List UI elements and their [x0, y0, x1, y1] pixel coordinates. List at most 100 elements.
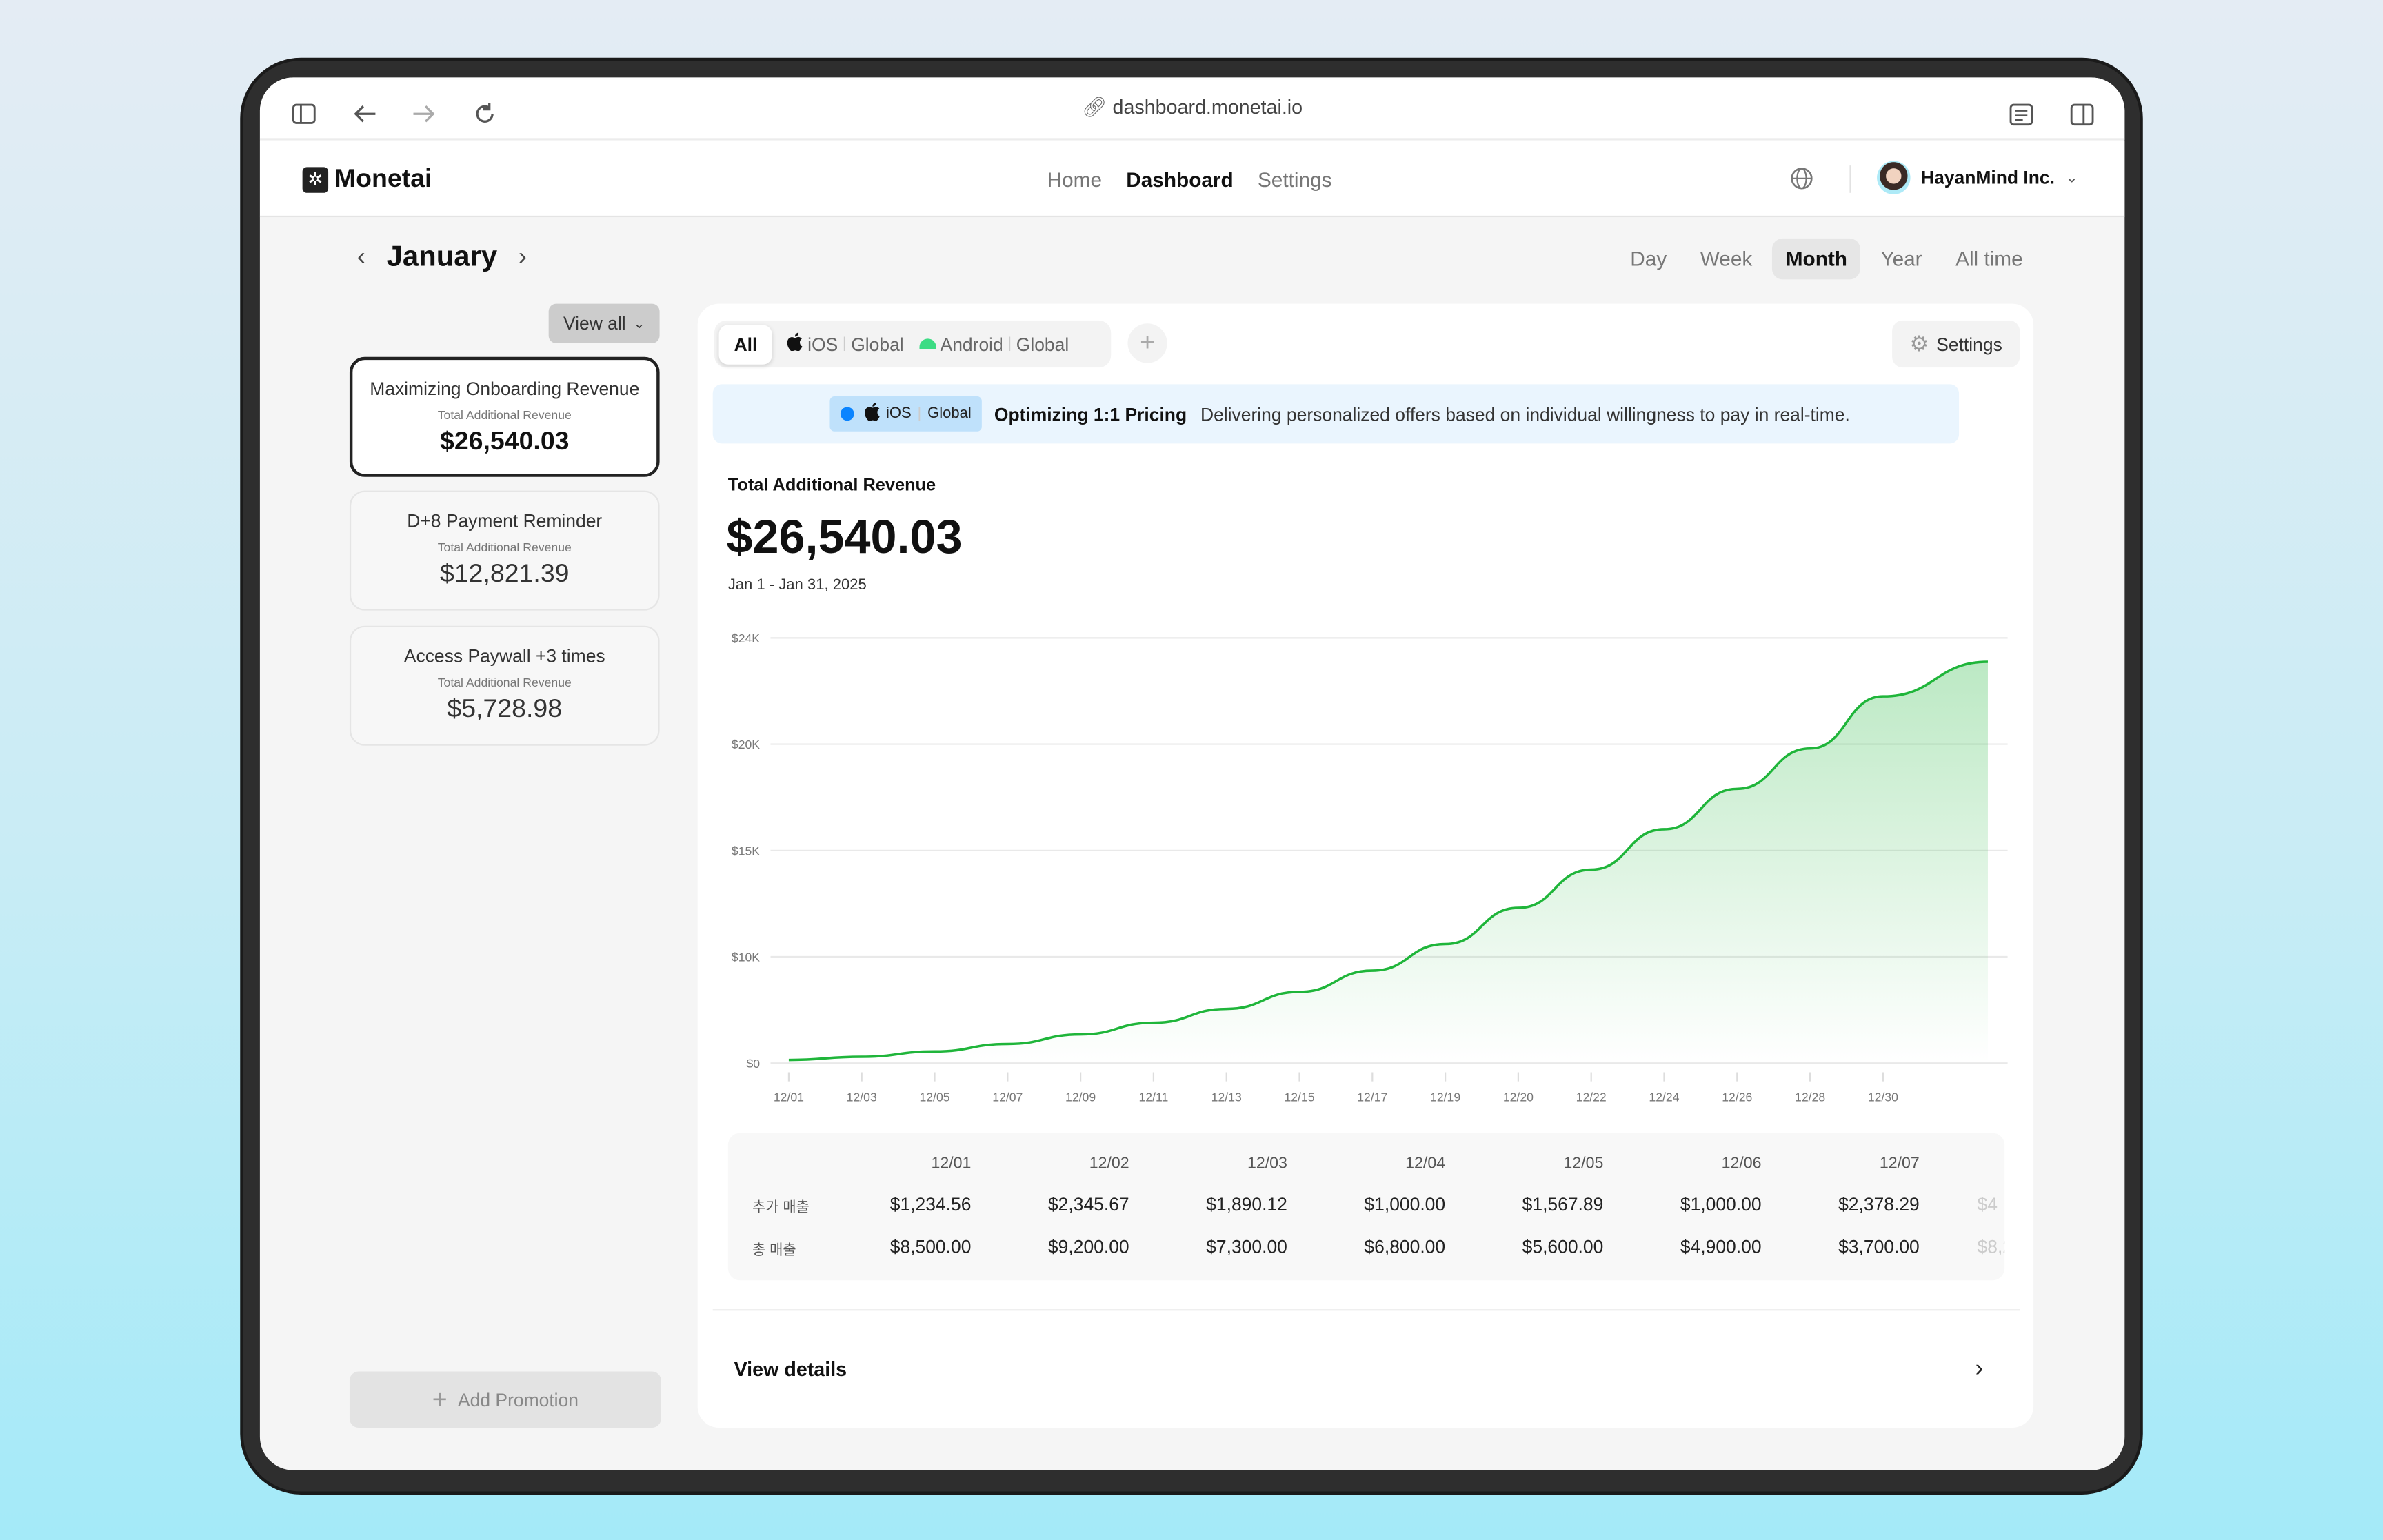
table-cell: $4	[1977, 1193, 1998, 1215]
promotion-title: D+8 Payment Reminder	[407, 510, 603, 532]
sidebar-toggle-icon[interactable]	[292, 103, 316, 125]
app-header: ✲ Monetai Home Dashboard Settings HayanMin…	[259, 141, 2125, 218]
table-cell: $3,700.00	[1838, 1236, 1920, 1258]
summary-label: Total Additional Revenue	[727, 476, 936, 496]
banner-text: Delivering personalized offers based on …	[1200, 403, 1850, 425]
table-cell: $7,300.00	[1206, 1236, 1287, 1258]
link-icon: 🔗︎	[1082, 95, 1113, 119]
prev-month-icon[interactable]: ‹	[356, 244, 365, 271]
table-cell: $1,890.12	[1206, 1193, 1287, 1215]
revenue-table: 12/01 12/02 12/03 12/04 12/05 12/06 12/07 추가 매출…	[727, 1133, 2005, 1281]
x-tick-label: 12/09	[1065, 1090, 1096, 1104]
split-view-icon[interactable]	[2070, 103, 2094, 126]
os-label: iOS	[807, 333, 838, 355]
promotion-label: Total Additional Revenue	[437, 540, 572, 555]
promotion-value: $5,728.98	[447, 693, 563, 723]
column-date: 12/01	[931, 1154, 972, 1173]
reader-icon[interactable]	[2009, 103, 2033, 126]
os-label: Android	[940, 333, 1003, 355]
table-cell: $9,200.00	[1047, 1236, 1129, 1258]
banner-title: Optimizing 1:1 Pricing	[994, 403, 1187, 425]
y-tick-label: $10K	[732, 951, 760, 964]
chevron-down-icon: ⌄	[633, 315, 645, 331]
view-all-dropdown[interactable]: View all ⌄	[548, 303, 660, 343]
y-tick-label: $0	[746, 1057, 760, 1071]
x-tick-label: 12/05	[919, 1090, 949, 1104]
view-details-label: View details	[734, 1357, 847, 1381]
settings-button[interactable]: ⚙ Settings	[1892, 320, 2020, 368]
promotion-title: Access Paywall +3 times	[403, 645, 605, 667]
divider	[1849, 165, 1851, 193]
period-year[interactable]: Year	[1880, 247, 1922, 271]
x-tick-label: 12/15	[1284, 1090, 1314, 1104]
settings-label: Settings	[1936, 333, 2002, 355]
promotion-card[interactable]: D+8 Payment Reminder Total Additional Re…	[349, 490, 660, 611]
x-tick-label: 12/01	[774, 1090, 804, 1104]
nav-home[interactable]: Home	[1047, 168, 1103, 192]
tab-all[interactable]: All	[718, 324, 773, 364]
x-tick-label: 12/03	[847, 1090, 877, 1104]
forward-icon[interactable]	[412, 103, 436, 125]
browser-toolbar: 🔗︎ dashboard.monetai.io	[259, 77, 2125, 140]
nav-dashboard[interactable]: Dashboard	[1126, 168, 1234, 192]
address-bar[interactable]: 🔗︎ dashboard.monetai.io	[260, 96, 2124, 120]
x-tick-label: 12/22	[1576, 1090, 1607, 1104]
nav-settings[interactable]: Settings	[1257, 168, 1332, 192]
promotion-value: $12,821.39	[439, 558, 570, 588]
period-all-time[interactable]: All time	[1955, 247, 2023, 271]
period-tabs: Day Week Month Year All time	[1611, 238, 2037, 280]
column-date: 12/07	[1879, 1154, 1920, 1173]
globe-icon[interactable]	[1790, 167, 1813, 190]
chevron-right-icon: ›	[1975, 1355, 1984, 1381]
period-month[interactable]: Month	[1771, 238, 1861, 280]
period-day[interactable]: Day	[1630, 247, 1667, 271]
view-details-row[interactable]: View details ›	[713, 1310, 2020, 1428]
reload-icon[interactable]	[472, 102, 496, 126]
logo-icon: ✲	[302, 166, 329, 192]
table-cell: $5,600.00	[1522, 1236, 1604, 1258]
summary-date-range: Jan 1 - Jan 31, 2025	[727, 577, 867, 594]
table-cell: $6,800.00	[1364, 1236, 1446, 1258]
x-tick-label: 12/07	[992, 1090, 1023, 1104]
back-icon[interactable]	[352, 103, 376, 125]
account-menu[interactable]: HayanMind Inc. ⌄	[1877, 161, 2078, 195]
next-month-icon[interactable]: ›	[519, 244, 527, 271]
url-text: dashboard.monetai.io	[1112, 95, 1303, 119]
month-label: January	[386, 241, 498, 274]
table-cell: $1,000.00	[1364, 1193, 1446, 1215]
main-panel: All iOS | Global Android | Global + ⚙ Setting…	[697, 303, 2034, 1428]
period-week[interactable]: Week	[1700, 247, 1753, 271]
x-tick-label: 12/28	[1795, 1090, 1825, 1104]
separator: |	[842, 335, 847, 353]
os-label: iOS	[885, 405, 912, 423]
promotion-label: Total Additional Revenue	[437, 408, 572, 423]
promotion-card[interactable]: Maximizing Onboarding Revenue Total Addi…	[349, 356, 660, 477]
region-label: Global	[1016, 333, 1069, 355]
region-label: Global	[851, 333, 904, 355]
promotion-value: $26,540.03	[439, 427, 570, 456]
row-label: 추가 매출	[752, 1199, 810, 1217]
logo[interactable]: ✲ Monetai	[302, 163, 432, 194]
plus-icon: +	[1140, 327, 1156, 357]
summary-value: $26,540.03	[726, 510, 963, 564]
logo-text: Monetai	[334, 163, 432, 193]
x-tick-label: 12/17	[1357, 1090, 1387, 1104]
tab-android-global[interactable]: Android | Global	[918, 333, 1069, 355]
promotion-card[interactable]: Access Paywall +3 times Total Additional…	[349, 625, 660, 746]
add-filter-button[interactable]: +	[1127, 323, 1167, 363]
table-cell: $4,900.00	[1680, 1236, 1762, 1258]
platform-badge: iOS | Global	[829, 396, 983, 432]
area-fill	[788, 662, 1988, 1064]
account-name: HayanMind Inc.	[1920, 167, 2055, 189]
tab-ios-global[interactable]: iOS | Global	[787, 332, 904, 356]
promotion-title: Maximizing Onboarding Revenue	[370, 378, 640, 400]
revenue-line	[788, 660, 1988, 1062]
main-nav: Home Dashboard Settings	[1035, 167, 1344, 194]
y-tick-label: $24K	[732, 631, 760, 645]
x-tick-label: 12/26	[1722, 1090, 1752, 1104]
column-date: 12/03	[1247, 1154, 1287, 1173]
view-all-label: View all	[563, 312, 626, 334]
android-icon	[918, 338, 936, 349]
row-label: 총 매출	[752, 1242, 796, 1259]
add-promotion-button[interactable]: + Add Promotion	[349, 1371, 661, 1428]
